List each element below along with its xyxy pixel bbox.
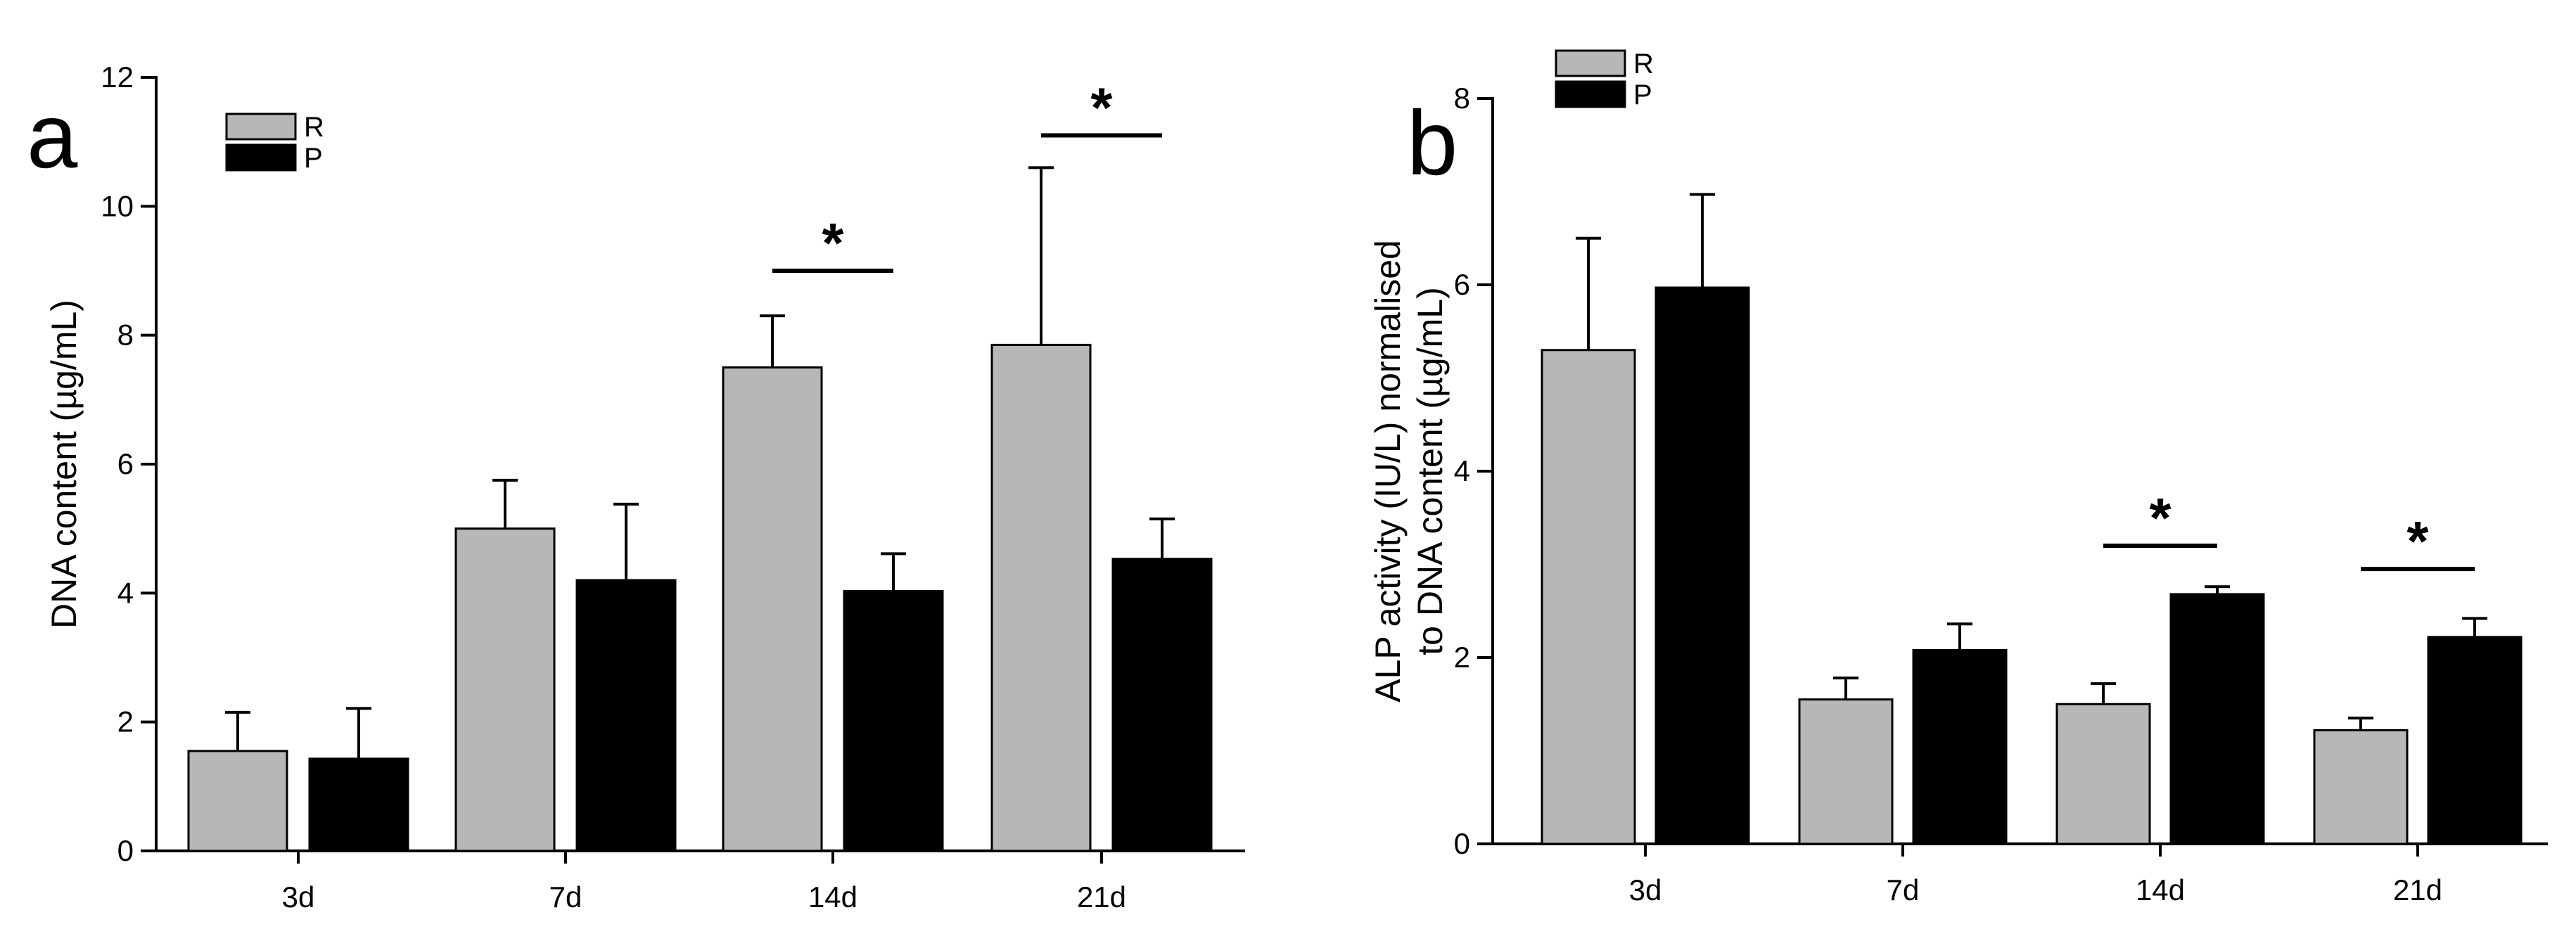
x-tick-label: 14d xyxy=(2136,873,2185,906)
legend-label-P: P xyxy=(1633,79,1652,110)
panel-letter: b xyxy=(1407,91,1458,194)
legend: RP xyxy=(225,112,324,174)
significance-star: * xyxy=(2406,510,2429,572)
y-axis-title-line: to DNA content (µg/mL) xyxy=(1410,287,1450,655)
y-tick-label: 4 xyxy=(117,576,134,609)
significance-star: * xyxy=(822,212,844,274)
y-tick-label: 6 xyxy=(117,447,134,480)
bar-R-14d xyxy=(722,366,823,852)
bar-R-21d xyxy=(990,343,1092,852)
bar-R-21d xyxy=(2313,729,2409,845)
bar-P-7d xyxy=(575,579,677,852)
y-tick-label: 8 xyxy=(117,319,134,352)
bar-P-21d xyxy=(2427,636,2523,845)
x-tick-label: 21d xyxy=(2393,873,2442,906)
y-tick-label: 0 xyxy=(1454,827,1470,860)
y-axis-title-line: ALP activity (IU/L) normalised xyxy=(1368,240,1408,703)
y-tick-label: 12 xyxy=(101,60,134,94)
legend-swatch-R xyxy=(225,113,297,141)
legend-swatch-P xyxy=(1555,80,1626,108)
significance-star: * xyxy=(1090,77,1113,139)
legend-swatch-R xyxy=(1555,49,1626,77)
legend: RP xyxy=(1555,49,1654,110)
x-tick-label: 7d xyxy=(1887,873,1920,906)
y-tick-label: 2 xyxy=(117,705,134,738)
y-tick-label: 6 xyxy=(1454,268,1470,301)
y-axis-title: ALP activity (IU/L) normalisedto DNA con… xyxy=(1368,240,1450,703)
y-tick-label: 0 xyxy=(117,834,134,867)
x-tick-label: 7d xyxy=(549,880,582,913)
bar-R-3d xyxy=(1541,349,1636,845)
chart-panel-b: b 0 2 4 6 8 ALP activity (IU/L) normalisedto D… xyxy=(1368,49,2548,906)
x-tick-label: 3d xyxy=(1629,873,1662,906)
bar-P-14d xyxy=(2169,593,2265,845)
bar-P-3d xyxy=(308,757,409,852)
bar-P-7d xyxy=(1912,648,2008,845)
legend-label-P: P xyxy=(304,143,323,174)
y-tick-label: 2 xyxy=(1454,641,1470,674)
bar-R-7d xyxy=(454,527,556,852)
bar-P-21d xyxy=(1111,558,1213,852)
legend-swatch-P xyxy=(225,143,297,172)
bar-R-3d xyxy=(187,750,288,852)
bar-P-3d xyxy=(1654,286,1750,845)
bar-R-14d xyxy=(2055,703,2151,845)
significance-star: * xyxy=(2149,487,2172,549)
legend-label-R: R xyxy=(1633,49,1654,79)
x-tick-label: 14d xyxy=(808,880,857,913)
x-tick-label: 21d xyxy=(1077,880,1126,913)
y-axis-title: DNA content (µg/mL) xyxy=(44,300,84,629)
y-tick-label: 4 xyxy=(1454,454,1470,487)
y-tick-label: 8 xyxy=(1454,82,1470,115)
legend-label-R: R xyxy=(304,112,324,143)
bar-P-14d xyxy=(843,590,944,852)
panel-letter: a xyxy=(27,84,78,187)
x-tick-label: 3d xyxy=(282,880,315,913)
y-tick-label: 10 xyxy=(101,189,134,222)
chart-panel-a: a 0 2 4 6 8 10 12 DNA content (µg/mL) 3d 7d 14d 21d *… xyxy=(27,60,1245,913)
bar-R-7d xyxy=(1798,698,1894,845)
